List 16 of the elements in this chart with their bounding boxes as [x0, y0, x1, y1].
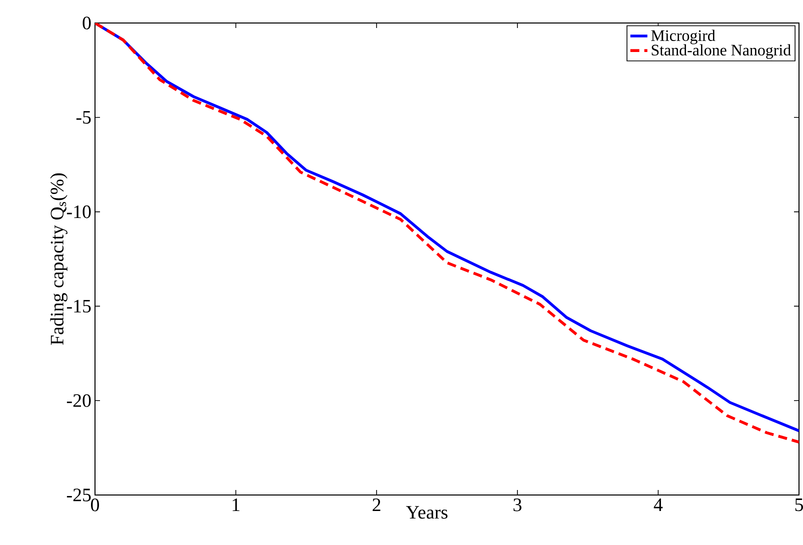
y-tick-label: -25 [66, 488, 91, 502]
x-tick-label: 3 [514, 498, 522, 512]
x-tick-label: 2 [372, 498, 380, 512]
x-tick-label: 0 [90, 498, 99, 512]
y-axis-title: Fading capacity Q$_{s}$(%) [50, 173, 68, 345]
y-tick-label: -5 [76, 111, 91, 124]
legend-label: Stand-alone Nanogrid [652, 44, 791, 59]
x-axis-title: Years [406, 506, 448, 519]
x-tick-label: 4 [654, 498, 663, 511]
x-tick-label: 1 [232, 498, 240, 512]
y-tick-label: 0 [82, 16, 91, 30]
x-tick-label: 5 [795, 498, 803, 512]
y-tick-label: -20 [66, 394, 91, 407]
legend-label: Microgird [651, 30, 716, 44]
y-tick-label: -10 [66, 205, 91, 218]
y-tick-label: -15 [66, 300, 91, 313]
